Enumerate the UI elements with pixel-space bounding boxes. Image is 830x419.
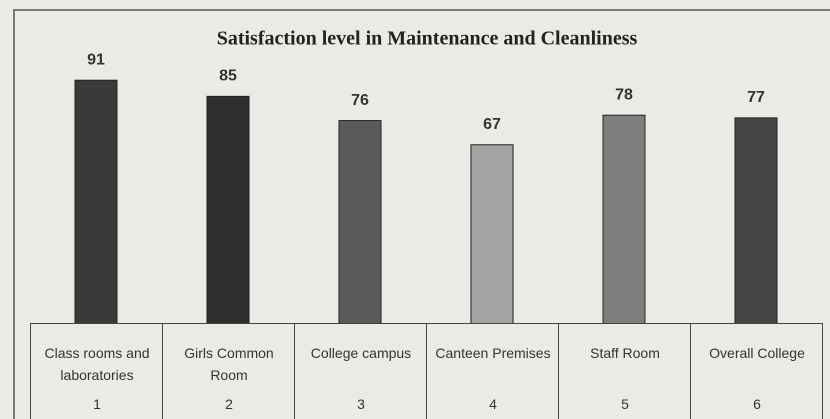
category-label: Overall College [709,345,805,361]
frame [13,9,830,419]
data-label: 78 [615,86,633,103]
category-label: Class rooms and laboratories [44,345,150,383]
data-label: 91 [87,51,105,68]
table-cell: Overall College 6 [690,323,823,419]
category-number: 4 [489,396,497,412]
table-cell: College campus 3 [294,323,427,419]
category-label: Canteen Premises [435,345,551,361]
bar [338,120,382,326]
chart-title: Satisfaction level in Maintenance and Cl… [217,28,638,50]
table-cell: Girls Common Room 2 [162,323,295,419]
data-label: 85 [219,68,237,85]
bar [734,117,778,326]
category-number: 1 [93,396,101,412]
table-edge [822,323,830,419]
bar [206,95,250,326]
bar [470,144,514,326]
category-number: 3 [357,396,365,412]
data-label: 67 [483,116,501,133]
category-label: College campus [310,345,412,361]
category-number: 5 [621,396,629,412]
category-number: 2 [225,396,233,412]
category-number: 6 [753,396,761,412]
data-label: 77 [747,89,765,106]
table-cell: Canteen Premises 4 [426,323,559,419]
table-cell: Class rooms and laboratories 1 [30,323,163,419]
bar [602,114,646,326]
bar [74,79,118,326]
category-label: Staff Room [590,345,660,361]
category-label: Girls Common Room [184,345,274,383]
data-label: 76 [351,92,369,109]
table-cell: Staff Room 5 [558,323,691,419]
